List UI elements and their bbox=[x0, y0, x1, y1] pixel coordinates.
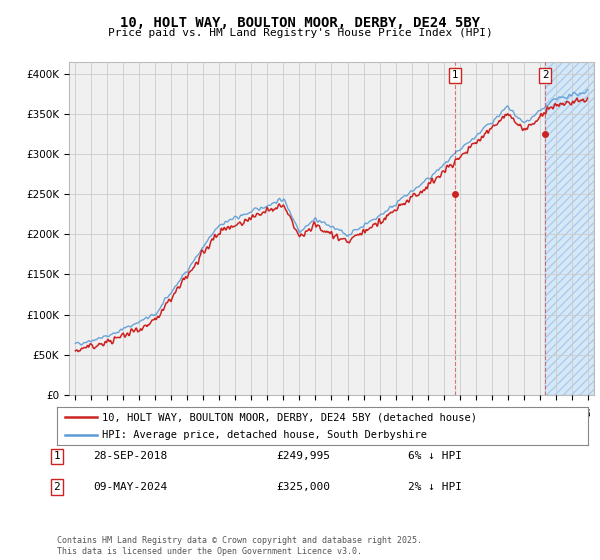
Text: Price paid vs. HM Land Registry's House Price Index (HPI): Price paid vs. HM Land Registry's House … bbox=[107, 28, 493, 38]
Point bbox=[541, 129, 550, 138]
Bar bbox=[545, 62, 594, 395]
Text: 6% ↓ HPI: 6% ↓ HPI bbox=[408, 451, 462, 461]
Text: 09-MAY-2024: 09-MAY-2024 bbox=[93, 482, 167, 492]
Text: 28-SEP-2018: 28-SEP-2018 bbox=[93, 451, 167, 461]
Bar bbox=[545, 62, 594, 395]
Point bbox=[451, 190, 460, 199]
Text: £249,995: £249,995 bbox=[276, 451, 330, 461]
Text: 2% ↓ HPI: 2% ↓ HPI bbox=[408, 482, 462, 492]
Text: 1: 1 bbox=[53, 451, 61, 461]
Text: 1: 1 bbox=[452, 70, 458, 80]
Text: 10, HOLT WAY, BOULTON MOOR, DERBY, DE24 5BY (detached house): 10, HOLT WAY, BOULTON MOOR, DERBY, DE24 … bbox=[102, 412, 477, 422]
Text: 10, HOLT WAY, BOULTON MOOR, DERBY, DE24 5BY: 10, HOLT WAY, BOULTON MOOR, DERBY, DE24 … bbox=[120, 16, 480, 30]
Text: 2: 2 bbox=[53, 482, 61, 492]
Text: Contains HM Land Registry data © Crown copyright and database right 2025.
This d: Contains HM Land Registry data © Crown c… bbox=[57, 536, 422, 556]
Text: HPI: Average price, detached house, South Derbyshire: HPI: Average price, detached house, Sout… bbox=[102, 430, 427, 440]
Text: 2: 2 bbox=[542, 70, 548, 80]
Text: £325,000: £325,000 bbox=[276, 482, 330, 492]
